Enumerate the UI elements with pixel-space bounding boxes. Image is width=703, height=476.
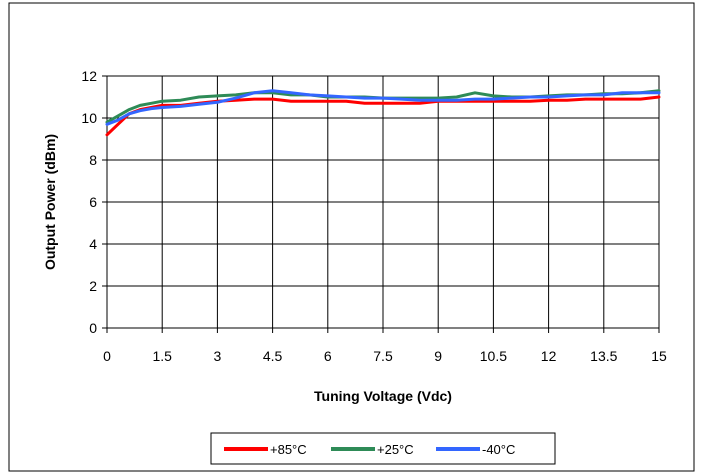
legend-label-2: +25°C: [377, 442, 414, 457]
legend-box: [210, 432, 556, 465]
x-tick-label: 10.5: [480, 348, 507, 364]
x-tick-labels: 0 1.5 3 4.5 6 7.5 9 10.5 12 13.5 15: [103, 348, 667, 364]
x-tick-label: 3: [214, 348, 222, 364]
x-axis-title: Tuning Voltage (Vdc): [314, 388, 452, 404]
x-tick-label: 15: [651, 348, 667, 364]
y-tick-label: 6: [89, 194, 97, 210]
legend-label-1: +85°C: [270, 442, 307, 457]
plot-area: [106, 75, 660, 329]
x-tick-label: 6: [324, 348, 332, 364]
x-tick-label: 9: [434, 348, 442, 364]
y-tick-label: 12: [81, 68, 97, 84]
series-line-3: [105, 89, 661, 126]
x-tick-label: 12: [541, 348, 557, 364]
series-layer: [105, 89, 661, 137]
y-tick-labels: 0 2 4 6 8 10 12: [81, 68, 97, 336]
series-line-1: [105, 95, 661, 137]
x-tick-label: 13.5: [590, 348, 617, 364]
legend-label-3: -40°C: [482, 442, 515, 457]
x-tick-label: 4.5: [263, 348, 283, 364]
legend: +85°C +25°C -40°C: [210, 432, 556, 465]
y-axis-title: Output Power (dBm): [42, 134, 58, 270]
y-tick-label: 8: [89, 152, 97, 168]
y-tick-label: 0: [89, 320, 97, 336]
x-tick-label: 7.5: [373, 348, 393, 364]
y-tick-label: 4: [89, 236, 97, 252]
legend-items: +85°C +25°C -40°C: [224, 442, 515, 457]
y-tick-label: 2: [89, 278, 97, 294]
x-tick-label: 1.5: [152, 348, 172, 364]
chart-border: [8, 2, 695, 472]
y-tick-label: 10: [81, 110, 97, 126]
x-tick-label: 0: [103, 348, 111, 364]
